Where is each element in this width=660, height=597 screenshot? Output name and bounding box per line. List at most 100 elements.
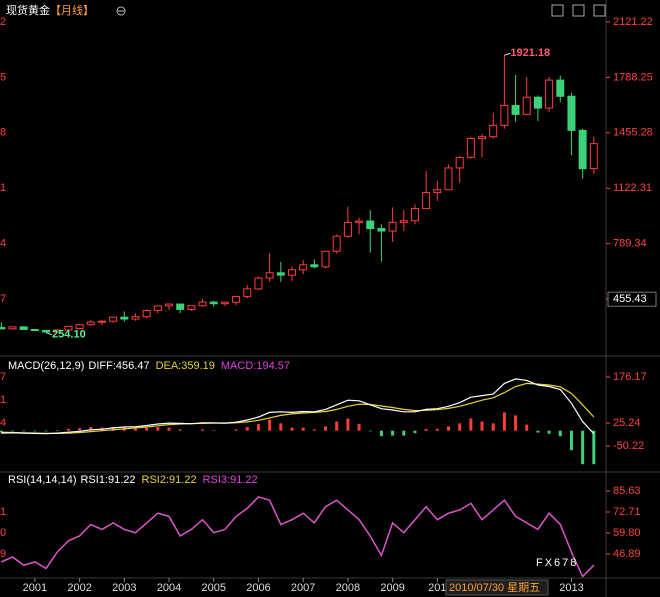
cursor-label-box <box>445 579 549 596</box>
candle-body <box>422 192 431 210</box>
candle-body <box>142 310 151 318</box>
zoom-icon[interactable] <box>116 6 126 16</box>
candle-body <box>433 189 442 194</box>
y-tick-label: 72.71 <box>613 506 641 518</box>
x-tick-label: 2005 <box>201 582 225 594</box>
legend-entry: MACD:194.57 <box>221 360 290 372</box>
price-marker-box <box>607 291 657 307</box>
legend-entry: RSI1:91.22 <box>80 474 135 486</box>
left-tick-label: 7 <box>0 371 6 383</box>
candle-body <box>343 221 352 237</box>
candle-body <box>355 220 364 223</box>
watermark: FX678 <box>536 557 578 569</box>
y-tick-label: -50.22 <box>613 440 644 452</box>
candle-body <box>109 316 118 322</box>
y-tick-label: 1788.25 <box>613 71 653 83</box>
series-line <box>1 378 595 435</box>
price-marker: 455.43 <box>613 293 647 305</box>
toolbar[interactable] <box>551 4 606 17</box>
y-tick-label: 1455.28 <box>613 127 653 139</box>
annotation-pointer <box>504 52 511 56</box>
candle-body <box>53 329 62 333</box>
x-tick-label: 2007 <box>291 582 315 594</box>
candle-body <box>410 208 419 222</box>
left-tick-label: 1 <box>0 182 6 194</box>
left-tick-label: 8 <box>0 127 6 139</box>
x-tick-label: 2002 <box>67 582 91 594</box>
x-tick-label: 2001 <box>23 582 47 594</box>
candle-body <box>567 95 576 131</box>
candle-body <box>299 264 308 271</box>
candle-body <box>388 221 397 232</box>
indicator-title: RSI(14,14,14) <box>8 474 76 486</box>
candle-body <box>120 316 129 320</box>
candle-body <box>287 269 296 276</box>
candle-body <box>209 301 218 305</box>
candle-body <box>153 305 162 312</box>
candle-body <box>165 303 174 307</box>
candle-body <box>220 301 229 305</box>
candle-body <box>377 228 386 232</box>
chart-title: 现货黄金 <box>6 3 50 17</box>
candle-body <box>265 272 274 279</box>
left-tick-label: 7 <box>0 293 6 305</box>
y-tick-label: 176.17 <box>613 371 647 383</box>
period-label: 【月线】 <box>50 3 94 17</box>
candle-body <box>511 104 520 115</box>
y-tick-label: 85.63 <box>613 485 641 497</box>
candle-body <box>455 156 464 169</box>
candle-body <box>176 303 185 310</box>
series-line <box>1 382 595 434</box>
left-tick-label: 5 <box>0 71 6 83</box>
y-tick-label: 1122.31 <box>613 182 652 194</box>
legend-entry: DIFF:456.47 <box>88 360 149 372</box>
plot-area <box>1 496 595 578</box>
series-line <box>1 496 595 578</box>
x-tick-label: 2004 <box>157 582 181 594</box>
left-tick-label: 2 <box>0 16 6 28</box>
annotation-pointer <box>45 332 53 336</box>
y-tick-label: 46.89 <box>613 548 641 560</box>
candle-body <box>198 301 207 307</box>
series-line <box>1 496 595 578</box>
left-tick-label: 4 <box>0 238 6 250</box>
plot-area <box>0 55 598 333</box>
candle-body <box>8 326 17 330</box>
candle-body <box>500 104 509 126</box>
cursor-label: 2010/07/30 星期五 <box>449 581 540 594</box>
candle-body <box>0 327 6 330</box>
candle-body <box>444 167 453 191</box>
x-tick-label: 2009 <box>380 582 404 594</box>
y-tick-label: 789.34 <box>613 238 647 250</box>
candle-body <box>489 124 498 138</box>
candle-body <box>131 316 140 320</box>
candle-body <box>310 264 319 268</box>
candle-body <box>232 295 241 303</box>
candle-body <box>97 320 106 323</box>
x-tick-label: 2008 <box>336 582 360 594</box>
candle-body <box>75 324 84 330</box>
candle-body <box>399 220 408 223</box>
left-tick-label: 4 <box>0 417 6 429</box>
candle-body <box>556 79 565 97</box>
candle-body <box>42 329 51 333</box>
candle-body <box>276 272 285 276</box>
annotation: 1921.18 <box>510 47 550 59</box>
x-tick-label: 201 <box>428 582 446 594</box>
left-tick-label: 1 <box>0 394 6 406</box>
y-tick-label: 25.24 <box>613 417 641 429</box>
x-tick-label: 2006 <box>246 582 270 594</box>
candle-body <box>578 129 587 170</box>
candle-body <box>478 136 487 140</box>
x-tick-label: 2003 <box>112 582 136 594</box>
left-tick-label: 9 <box>0 548 6 560</box>
candle-body <box>321 250 330 268</box>
candle-body <box>366 220 375 230</box>
series-line <box>1 496 595 578</box>
candle-body <box>545 79 554 109</box>
candle-body <box>332 235 341 252</box>
candle-body <box>522 96 531 115</box>
y-tick-label: 59.80 <box>613 527 641 539</box>
candle-body <box>19 326 28 331</box>
